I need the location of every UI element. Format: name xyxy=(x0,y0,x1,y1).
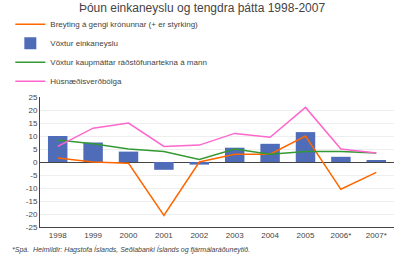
svg-text:Húsnæðisverðbólga: Húsnæðisverðbólga xyxy=(50,77,122,86)
svg-text:Breyting á gengi krónunnar (+: Breyting á gengi krónunnar (+ er styrkin… xyxy=(50,20,198,29)
svg-text:1998: 1998 xyxy=(49,231,67,240)
svg-text:-5: -5 xyxy=(30,171,38,180)
svg-text:2002: 2002 xyxy=(190,231,208,240)
svg-text:15: 15 xyxy=(28,119,37,128)
svg-text:-25: -25 xyxy=(26,223,38,232)
svg-text:-20: -20 xyxy=(26,210,38,219)
svg-text:2006*: 2006* xyxy=(330,231,351,240)
svg-text:5: 5 xyxy=(33,145,38,154)
svg-text:2007*: 2007* xyxy=(366,231,387,240)
svg-text:1999: 1999 xyxy=(84,231,102,240)
svg-text:Vöxtur einkaneyslu: Vöxtur einkaneyslu xyxy=(50,39,118,48)
svg-text:-15: -15 xyxy=(26,197,38,206)
svg-text:10: 10 xyxy=(28,132,37,141)
svg-text:2004: 2004 xyxy=(261,231,279,240)
svg-text:2001: 2001 xyxy=(155,231,173,240)
svg-text:2000: 2000 xyxy=(120,231,138,240)
svg-text:Þóun einkaneyslu og tengdra þá: Þóun einkaneyslu og tengdra þátta 1998-2… xyxy=(79,1,326,15)
svg-text:25: 25 xyxy=(28,93,37,102)
svg-text:20: 20 xyxy=(28,106,37,115)
svg-text:2003: 2003 xyxy=(226,231,244,240)
svg-text:*Spá. Heimildir: Hagstofa Ísl: *Spá. Heimildir: Hagstofa Íslands, Seðla… xyxy=(12,245,250,254)
svg-text:-10: -10 xyxy=(26,184,38,193)
svg-text:0: 0 xyxy=(33,158,38,167)
svg-text:Vöxtur kaupmáttar ráðstöfunart: Vöxtur kaupmáttar ráðstöfunartekna á man… xyxy=(50,58,207,67)
svg-text:2005: 2005 xyxy=(297,231,315,240)
